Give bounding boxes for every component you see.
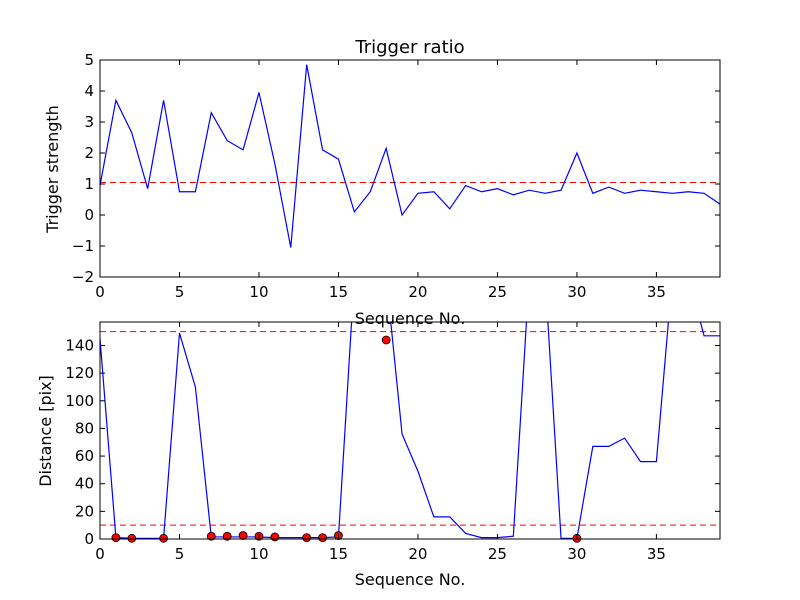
y-tick-label: 20 [75, 502, 94, 520]
chart-title: Trigger ratio [354, 37, 464, 58]
x-tick-label: 10 [249, 545, 268, 563]
x-tick-label: 25 [488, 283, 507, 301]
x-tick-label: 15 [329, 283, 348, 301]
y-axis-label: Distance [pix] [36, 375, 55, 487]
series-line [100, 64, 720, 248]
y-tick-label: 80 [75, 419, 94, 437]
data-point-marker [159, 533, 168, 543]
series-layer [100, 64, 720, 248]
x-tick-label: 25 [488, 545, 507, 563]
x-tick-label: 0 [95, 545, 105, 563]
y-tick-label: −1 [72, 237, 94, 255]
data-point-marker [127, 533, 137, 543]
y-tick-label: 100 [65, 392, 94, 410]
y-tick-label: 0 [84, 206, 94, 224]
trigger-ratio-panel: Trigger ratio Sequence No. Trigger stren… [43, 37, 721, 328]
y-tick-label: 0 [84, 530, 94, 548]
x-tick-label: 5 [175, 545, 185, 563]
x-axis-label: Sequence No. [355, 309, 466, 328]
y-tick-label: 120 [65, 364, 94, 382]
series-line [100, 322, 720, 539]
y-tick-label: 4 [84, 82, 94, 100]
plot-area: 0 5 10 15 20 25 30 35 −2 −1 0 1 2 3 4 5 [72, 51, 721, 301]
data-point-marker [206, 531, 216, 541]
data-point-marker [270, 532, 280, 542]
data-point-marker [381, 335, 391, 345]
axes-frame [99, 321, 721, 540]
x-tick-label: 5 [175, 283, 185, 301]
y-tick-label: 40 [75, 475, 94, 493]
data-point-marker [318, 533, 327, 543]
y-tick-label: 60 [75, 447, 94, 465]
x-tick-label: 15 [329, 545, 348, 563]
y-axis-label: Trigger strength [43, 105, 62, 234]
data-point-marker [302, 533, 312, 543]
x-tick-label: 10 [249, 283, 268, 301]
distance-panel: Sequence No. Distance [pix] 0 5 10 15 20 25 30… [36, 321, 721, 589]
x-axis-label: Sequence No. [355, 570, 466, 589]
axes-frame [99, 59, 721, 278]
y-tick-label: 5 [84, 51, 94, 69]
data-point-marker [238, 531, 248, 540]
data-point-marker [222, 531, 232, 541]
y-tick-label: 3 [84, 113, 94, 131]
y-tick-label: −2 [72, 268, 94, 286]
x-tick-label: 20 [408, 545, 427, 563]
series-layer [100, 322, 720, 539]
data-point-marker [111, 533, 121, 543]
x-tick-label: 30 [567, 283, 586, 301]
x-tick-label: 35 [647, 283, 666, 301]
plot-area: 0 5 10 15 20 25 30 35 0 20 40 60 80 100 120 140 [65, 321, 721, 563]
y-tick-label: 1 [84, 175, 94, 193]
x-tick-label: 35 [647, 545, 666, 563]
x-tick-label: 30 [567, 545, 586, 563]
y-tick-label: 2 [84, 144, 94, 162]
y-tick-label: 140 [65, 336, 94, 354]
x-tick-label: 0 [95, 283, 105, 301]
x-tick-label: 20 [408, 283, 427, 301]
